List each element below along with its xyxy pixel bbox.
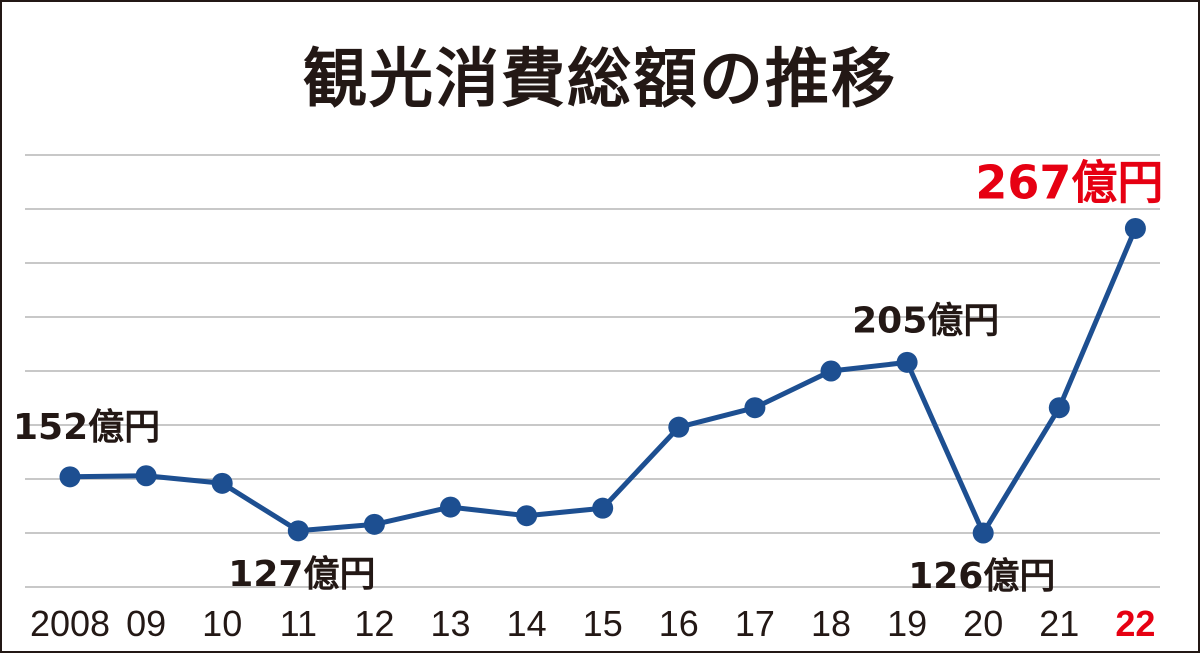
x-tick-label: 14: [507, 603, 547, 644]
x-tick-label: 09: [126, 603, 166, 644]
data-label: 126億円: [908, 556, 1055, 597]
x-tick-label: 18: [811, 603, 851, 644]
data-point: [516, 505, 538, 527]
data-point: [592, 497, 614, 519]
data-point: [896, 351, 918, 373]
data-point: [287, 520, 309, 542]
x-tick-label: 20: [963, 603, 1003, 644]
x-tick-label: 22: [1115, 603, 1155, 644]
x-tick-label: 17: [735, 603, 775, 644]
chart-title: 観光消費総額の推移: [303, 43, 897, 117]
data-point: [363, 513, 385, 535]
data-point: [440, 496, 461, 518]
x-tick-label: 10: [202, 603, 242, 644]
x-tick-label: 19: [887, 603, 927, 644]
data-point: [211, 472, 233, 494]
data-label: 152億円: [13, 407, 160, 448]
x-tick-label: 2008: [30, 603, 110, 644]
data-point: [1124, 217, 1146, 239]
data-point: [135, 465, 157, 487]
data-point: [1048, 397, 1070, 419]
data-point: [59, 466, 81, 488]
x-tick-label: 12: [354, 603, 394, 644]
data-label: 205億円: [852, 300, 999, 341]
x-tick-label: 21: [1039, 603, 1079, 644]
x-tick-label: 15: [583, 603, 623, 644]
data-point: [820, 360, 842, 382]
data-label: 127億円: [228, 554, 375, 595]
x-tick-label: 11: [280, 603, 317, 644]
data-label: 267億円: [975, 155, 1163, 209]
data-point: [744, 397, 766, 419]
data-point: [972, 522, 994, 544]
data-point: [668, 416, 690, 438]
x-tick-label: 13: [430, 603, 470, 644]
x-tick-label: 16: [659, 603, 699, 644]
